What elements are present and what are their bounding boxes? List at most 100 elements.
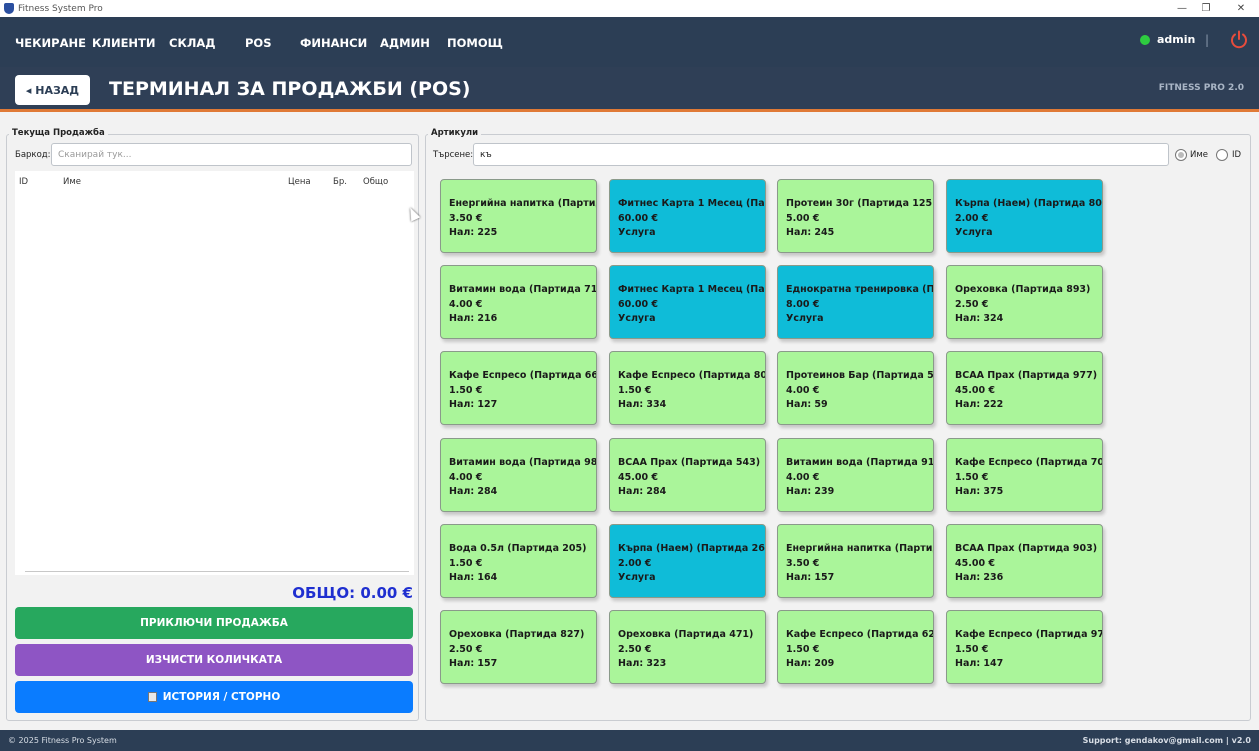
support-text: Support: gendakov@gmail.com | v2.0 bbox=[1082, 736, 1251, 745]
copyright-text: © 2025 Fitness Pro System bbox=[8, 736, 117, 745]
close-window-button[interactable]: ✕ bbox=[1236, 3, 1246, 14]
product-name: Кафе Еспресо (Партида 660 bbox=[449, 370, 597, 381]
column-total[interactable]: Общо bbox=[363, 177, 389, 187]
product-card[interactable]: BCAA Прах (Партида 977) 45.00 € Нал: 222 bbox=[946, 351, 1103, 425]
finish-sale-button[interactable]: ПРИКЛЮЧИ ПРОДАЖБА bbox=[15, 607, 413, 639]
product-card[interactable]: Ореховка (Партида 893) 2.50 € Нал: 324 bbox=[946, 265, 1103, 339]
search-by-name-label: Име bbox=[1190, 150, 1209, 160]
product-price: 1.50 € bbox=[786, 643, 820, 655]
product-card[interactable]: Кафе Еспресо (Партида 80) 1.50 € Нал: 334 bbox=[609, 351, 766, 425]
product-name: Витамин вода (Партида 911 bbox=[786, 457, 934, 468]
product-card[interactable]: Фитнес Карта 1 Месец (Пар 60.00 € Услуга bbox=[609, 179, 766, 253]
product-info: Нал: 127 bbox=[449, 399, 498, 410]
product-card[interactable]: Ореховка (Партида 827) 2.50 € Нал: 157 bbox=[440, 610, 597, 684]
column-name[interactable]: Име bbox=[63, 177, 82, 187]
product-info: Нал: 245 bbox=[786, 227, 835, 238]
column-id[interactable]: ID bbox=[19, 177, 29, 187]
product-card[interactable]: BCAA Прах (Партида 903) 45.00 € Нал: 236 bbox=[946, 524, 1103, 598]
product-name: Витамин вода (Партида 718 bbox=[449, 284, 597, 295]
product-card[interactable]: Ореховка (Партида 471) 2.50 € Нал: 323 bbox=[609, 610, 766, 684]
product-card[interactable]: BCAA Прах (Партида 543) 45.00 € Нал: 284 bbox=[609, 438, 766, 512]
product-card[interactable]: Кърпа (Наем) (Партида 801 2.00 € Услуга bbox=[946, 179, 1103, 253]
power-icon[interactable] bbox=[1229, 30, 1249, 50]
product-card[interactable]: Протеин 30г (Партида 125) 5.00 € Нал: 245 bbox=[777, 179, 934, 253]
current-sale-legend: Текуща Продажба bbox=[9, 128, 108, 138]
search-by-name-radio[interactable] bbox=[1175, 149, 1187, 161]
product-price: 1.50 € bbox=[449, 384, 483, 396]
product-name: Кафе Еспресо (Партида 703 bbox=[955, 457, 1103, 468]
search-input[interactable] bbox=[473, 143, 1169, 166]
column-price[interactable]: Цена bbox=[288, 177, 311, 187]
minimize-button[interactable]: — bbox=[1177, 3, 1187, 14]
product-name: Еднократна тренировка (Па bbox=[786, 284, 934, 295]
product-card[interactable]: Енергийна напитка (Партида 3.50 € Нал: 157 bbox=[777, 524, 934, 598]
product-info: Нал: 222 bbox=[955, 399, 1004, 410]
product-card[interactable]: Витамин вода (Партида 985 4.00 € Нал: 284 bbox=[440, 438, 597, 512]
product-price: 60.00 € bbox=[618, 212, 658, 224]
product-price: 1.50 € bbox=[449, 557, 483, 569]
horizontal-scrollbar[interactable] bbox=[25, 571, 409, 572]
menu-help[interactable]: ПОМОЩ bbox=[447, 36, 503, 50]
product-name: Ореховка (Партида 471) bbox=[618, 629, 754, 640]
product-card[interactable]: Витамин вода (Партида 718 4.00 € Нал: 216 bbox=[440, 265, 597, 339]
product-card[interactable]: Фитнес Карта 1 Месец (Пар 60.00 € Услуга bbox=[609, 265, 766, 339]
product-name: Кафе Еспресо (Партида 625 bbox=[786, 629, 934, 640]
product-card[interactable]: Кафе Еспресо (Партида 703 1.50 € Нал: 375 bbox=[946, 438, 1103, 512]
cart-table[interactable]: ID Име Цена Бр. Общо bbox=[15, 171, 414, 575]
product-card[interactable]: Кърпа (Наем) (Партида 264 2.00 € Услуга bbox=[609, 524, 766, 598]
menu-pos[interactable]: POS bbox=[245, 36, 272, 50]
product-price: 2.50 € bbox=[955, 298, 989, 310]
menu-warehouse[interactable]: СКЛАД bbox=[169, 36, 216, 50]
product-card[interactable]: Еднократна тренировка (Па 8.00 € Услуга bbox=[777, 265, 934, 339]
product-price: 1.50 € bbox=[618, 384, 652, 396]
window-title: Fitness System Pro bbox=[18, 3, 103, 14]
product-info: Услуга bbox=[955, 227, 993, 238]
product-name: Кърпа (Наем) (Партида 801 bbox=[955, 198, 1103, 209]
product-info: Нал: 239 bbox=[786, 486, 835, 497]
back-button[interactable]: ◂ НАЗАД bbox=[15, 75, 90, 105]
product-info: Нал: 164 bbox=[449, 572, 498, 583]
search-by-id-radio[interactable] bbox=[1216, 149, 1228, 161]
product-name: BCAA Прах (Партида 903) bbox=[955, 543, 1098, 554]
product-info: Услуга bbox=[618, 227, 656, 238]
menu-admin[interactable]: АДМИН bbox=[380, 36, 430, 50]
product-card[interactable]: Протеинов Бар (Партида 50 4.00 € Нал: 59 bbox=[777, 351, 934, 425]
barcode-input[interactable] bbox=[51, 143, 412, 166]
product-info: Нал: 59 bbox=[786, 399, 828, 410]
product-card[interactable]: Кафе Еспресо (Партида 660 1.50 € Нал: 127 bbox=[440, 351, 597, 425]
main-menu: ЧЕКИРАНЕ КЛИЕНТИ СКЛАД POS ФИНАНСИ АДМИН… bbox=[0, 17, 1259, 67]
product-price: 2.50 € bbox=[618, 643, 652, 655]
menu-finance[interactable]: ФИНАНСИ bbox=[300, 36, 368, 50]
product-price: 45.00 € bbox=[955, 557, 995, 569]
clear-cart-label: ИЗЧИСТИ КОЛИЧКАТА bbox=[145, 654, 283, 666]
product-price: 5.00 € bbox=[786, 212, 820, 224]
product-info: Услуга bbox=[618, 572, 656, 583]
product-price: 4.00 € bbox=[786, 384, 820, 396]
product-card[interactable]: Кафе Еспресо (Партида 970 1.50 € Нал: 147 bbox=[946, 610, 1103, 684]
product-name: Енергийна напитка (Партида bbox=[786, 543, 934, 554]
menu-clients[interactable]: КЛИЕНТИ bbox=[92, 36, 156, 50]
product-card[interactable]: Кафе Еспресо (Партида 625 1.50 € Нал: 209 bbox=[777, 610, 934, 684]
product-name: Енергийна напитка (Партида 4 bbox=[449, 198, 596, 209]
restore-button[interactable]: ❐ bbox=[1201, 3, 1211, 14]
product-info: Нал: 236 bbox=[955, 572, 1004, 583]
history-button[interactable]: ИСТОРИЯ / СТОРНО bbox=[15, 681, 413, 713]
menu-checkin[interactable]: ЧЕКИРАНЕ bbox=[15, 36, 86, 50]
app-shield-icon bbox=[4, 3, 14, 14]
product-price: 2.00 € bbox=[618, 557, 652, 569]
product-info: Нал: 284 bbox=[449, 486, 498, 497]
product-info: Нал: 147 bbox=[955, 658, 1004, 669]
product-info: Услуга bbox=[786, 313, 824, 324]
column-quantity[interactable]: Бр. bbox=[333, 177, 347, 187]
product-price: 2.00 € bbox=[955, 212, 989, 224]
product-info: Нал: 324 bbox=[955, 313, 1004, 324]
product-info: Нал: 157 bbox=[786, 572, 835, 583]
product-card[interactable]: Витамин вода (Партида 911 4.00 € Нал: 239 bbox=[777, 438, 934, 512]
clear-cart-button[interactable]: ИЗЧИСТИ КОЛИЧКАТА bbox=[15, 644, 413, 676]
product-name: Фитнес Карта 1 Месец (Пар bbox=[618, 198, 766, 209]
product-card[interactable]: Енергийна напитка (Партида 4 3.50 € Нал: 2… bbox=[440, 179, 597, 253]
product-info: Нал: 284 bbox=[618, 486, 667, 497]
product-card[interactable]: Вода 0.5л (Партида 205) 1.50 € Нал: 164 bbox=[440, 524, 597, 598]
product-price: 1.50 € bbox=[955, 471, 989, 483]
current-user: admin bbox=[1157, 33, 1196, 46]
